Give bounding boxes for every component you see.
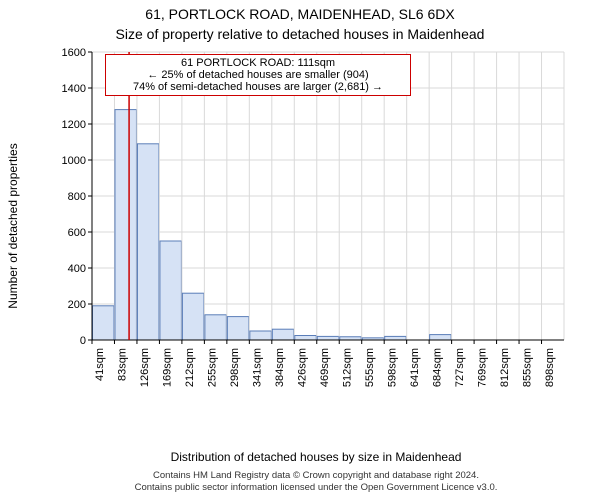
chart-container: 61, PORTLOCK ROAD, MAIDENHEAD, SL6 6DX S… [0,0,600,500]
title-subtitle: Size of property relative to detached ho… [0,26,600,42]
svg-text:727sqm: 727sqm [454,348,466,387]
svg-text:384sqm: 384sqm [274,348,286,387]
svg-text:1400: 1400 [62,83,86,95]
footer-attribution: Contains HM Land Registry data © Crown c… [60,470,572,495]
svg-text:769sqm: 769sqm [476,348,488,387]
svg-text:0: 0 [80,335,86,347]
svg-text:298sqm: 298sqm [229,348,241,387]
footer-line2: Contains public sector information licen… [60,482,572,494]
annotation-line1: 61 PORTLOCK ROAD: 111sqm [110,57,406,69]
svg-text:512sqm: 512sqm [341,348,353,387]
title-address: 61, PORTLOCK ROAD, MAIDENHEAD, SL6 6DX [0,6,600,22]
svg-text:898sqm: 898sqm [544,348,556,387]
svg-text:83sqm: 83sqm [117,348,129,381]
svg-text:641sqm: 641sqm [409,348,421,387]
svg-text:1600: 1600 [62,48,86,59]
svg-text:598sqm: 598sqm [386,348,398,387]
footer-line1: Contains HM Land Registry data © Crown c… [60,470,572,482]
svg-text:169sqm: 169sqm [162,348,174,387]
svg-text:855sqm: 855sqm [521,348,533,387]
svg-text:600: 600 [68,227,86,239]
annotation-box: 61 PORTLOCK ROAD: 111sqm ← 25% of detach… [105,54,411,96]
svg-text:255sqm: 255sqm [207,348,219,387]
svg-text:1000: 1000 [62,155,86,167]
svg-text:812sqm: 812sqm [499,348,511,387]
svg-text:800: 800 [68,191,86,203]
svg-text:200: 200 [68,299,86,311]
histogram-svg: 0 200 400 600 800 1000 1200 1400 1600 41sqm 83sqm 1… [60,48,572,404]
annotation-line2: ← 25% of detached houses are smaller (90… [110,69,406,81]
svg-text:212sqm: 212sqm [184,348,196,387]
svg-text:341sqm: 341sqm [252,348,264,387]
svg-text:400: 400 [68,263,86,275]
svg-text:41sqm: 41sqm [94,348,106,381]
svg-text:1200: 1200 [62,119,86,131]
svg-text:469sqm: 469sqm [319,348,331,387]
annotation-line3: 74% of semi-detached houses are larger (… [110,81,406,93]
svg-text:555sqm: 555sqm [364,348,376,387]
plot-area: 0 200 400 600 800 1000 1200 1400 1600 41sqm 83sqm 1… [60,48,572,404]
svg-text:426sqm: 426sqm [297,348,309,387]
svg-text:684sqm: 684sqm [431,348,443,387]
y-axis-label: Number of detached properties [6,48,20,404]
svg-text:126sqm: 126sqm [139,348,151,387]
x-axis-label: Distribution of detached houses by size … [60,450,572,464]
